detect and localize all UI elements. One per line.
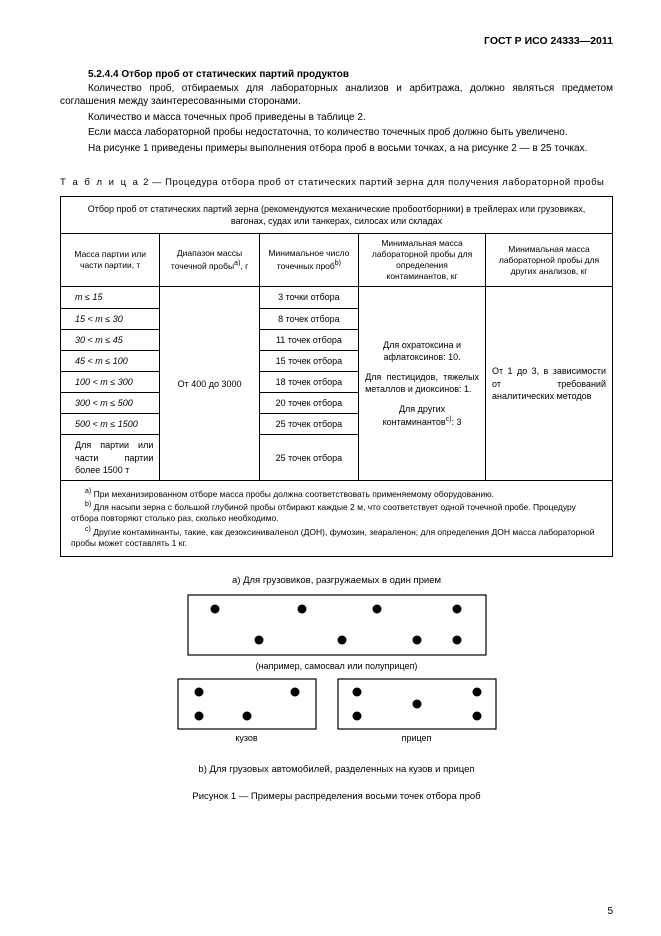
section-heading: 5.2.4.4 Отбор проб от статических партий… (60, 68, 613, 82)
section-title: Отбор проб от статических партий продукт… (121, 69, 349, 80)
points-cell: 3 точки отбора (259, 287, 358, 308)
paragraph-4: На рисунке 1 приведены примеры выполнени… (60, 142, 613, 156)
col-header-2: Диапазон массы точечной пробыa), г (160, 234, 259, 287)
col-header-1: Масса партии или части партии, т (61, 234, 160, 287)
diagram-a (60, 594, 613, 656)
figure-title: Рисунок 1 — Примеры распределения восьми… (60, 791, 613, 804)
trailer-diagram (337, 678, 497, 730)
table-2: Отбор проб от статических партий зерна (… (60, 196, 613, 557)
diagram-b: кузов прицеп (60, 678, 613, 746)
table-header-row: Масса партии или части партии, т Диапазо… (61, 234, 613, 287)
paragraph-3: Если масса лабораторной пробы недостаточ… (60, 126, 613, 140)
figure-caption-a: a) Для грузовиков, разгружаемых в один п… (60, 575, 613, 588)
col5-merged: От 1 до 3, в зависимости от требований а… (486, 287, 613, 480)
paragraph-1: Количество проб, отбираемых для лаборато… (60, 82, 613, 109)
document-header: ГОСТ Р ИСО 24333—2011 (60, 34, 613, 48)
col-header-4: Минимальная масса лабораторной пробы для… (359, 234, 486, 287)
figure-caption-b: b) Для грузовых автомобилей, разделенных… (60, 764, 613, 777)
col-header-5: Минимальная масса лабораторной пробы для… (486, 234, 613, 287)
label-body: кузов (235, 732, 257, 744)
figure-subcaption-a: (например, самосвал или полуприцеп) (60, 660, 613, 672)
label-trailer: прицеп (402, 732, 432, 744)
truck-diagram-top (187, 594, 487, 656)
col-header-3: Минимальное число точечных пробb) (259, 234, 358, 287)
mass-cell: m ≤ 15 (61, 287, 160, 308)
truck-body-diagram (177, 678, 317, 730)
page: ГОСТ Р ИСО 24333—2011 5.2.4.4 Отбор проб… (0, 0, 661, 936)
col4-merged: Для охратоксина и афлатоксинов: 10. Для … (359, 287, 486, 480)
page-number: 5 (607, 905, 613, 919)
paragraph-2: Количество и масса точечных проб приведе… (60, 111, 613, 125)
table-inner-caption: Отбор проб от статических партий зерна (… (61, 196, 613, 233)
table-caption: Т а б л и ц а 2 — Процедура отбора проб … (60, 177, 613, 190)
section-number: 5.2.4.4 (88, 69, 119, 80)
col2-merged: От 400 до 3000 (160, 287, 259, 480)
table-row: m ≤ 15 От 400 до 3000 3 точки отбора Для… (61, 287, 613, 308)
table-footnotes: a) При механизированном отборе масса про… (61, 480, 613, 556)
